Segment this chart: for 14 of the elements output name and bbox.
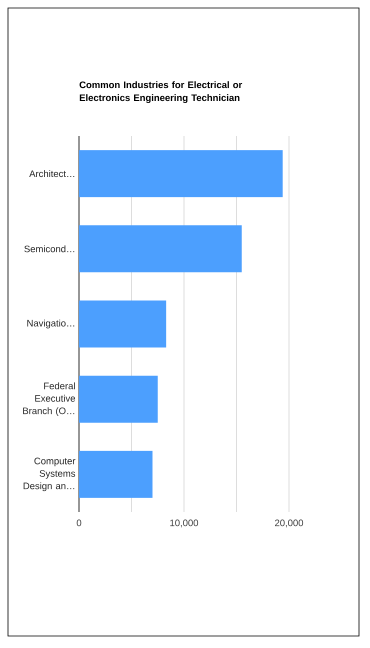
y-tick-label: Federal Executive Branch (O… bbox=[23, 382, 76, 416]
x-tick-label: 0 bbox=[76, 520, 82, 526]
x-tick-label: 10,000 bbox=[170, 520, 198, 528]
y-tick-label: Computer Systems Design an… bbox=[24, 458, 76, 492]
y-tick-label: Semicond… bbox=[24, 245, 74, 252]
bar bbox=[79, 376, 158, 423]
y-tick-label: Navigatio… bbox=[27, 320, 74, 328]
bar bbox=[79, 300, 166, 348]
x-tick-label: 20,000 bbox=[274, 520, 304, 528]
chart-title: Common Industries for Electrical or Electronics Engineering Technician bbox=[80, 81, 242, 104]
y-tick-label: Architect… bbox=[29, 170, 74, 178]
bar bbox=[79, 225, 242, 272]
bar bbox=[79, 150, 283, 198]
bar bbox=[79, 450, 152, 498]
